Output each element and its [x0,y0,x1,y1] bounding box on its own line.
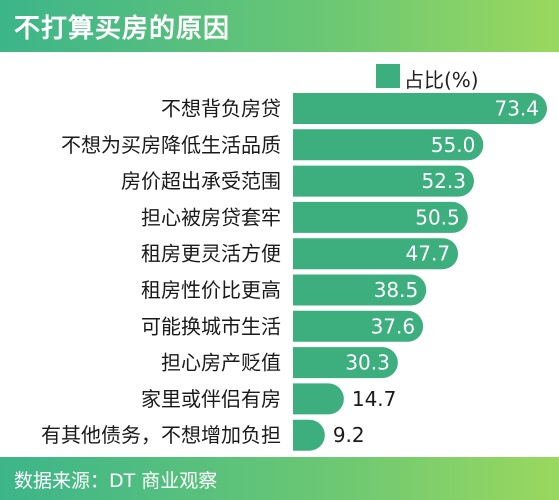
bar [293,93,547,124]
value-label: 30.3 [345,351,390,375]
category-label: 家里或伴侣有房 [141,387,281,411]
bar-chart: 不想背负房贷 73.4 不想为买房降低生活品质 55.0 房价超出承受范围 52.3 担心被… [41,93,547,451]
title-banner: 不打算买房的原因 [0,0,559,52]
category-label: 有其他债务，不想增加负担 [41,423,281,447]
category-label: 可能换城市生活 [141,314,281,338]
category-label: 租房更灵活方便 [141,242,281,266]
bar [293,347,398,379]
bar [293,238,459,270]
category-label: 担心房产贬值 [161,351,281,375]
value-label: 14.7 [352,387,397,411]
value-label: 37.6 [371,314,416,338]
value-label: 73.4 [494,97,539,121]
bar [293,310,424,342]
bar [293,129,484,161]
category-label: 不想为买房降低生活品质 [61,133,281,157]
legend-swatch [376,64,400,88]
bar [293,383,344,415]
value-label: 9.2 [333,423,365,447]
bar [293,201,468,233]
category-label: 房价超出承受范围 [121,169,281,193]
value-label: 55.0 [431,133,476,157]
bar [293,274,427,306]
legend-label: 占比(%) [404,68,479,92]
chart-title: 不打算买房的原因 [14,14,231,44]
value-label: 38.5 [374,278,419,302]
value-label: 50.5 [415,205,460,229]
source-banner: 数据来源：DT 商业观察 [0,457,559,500]
data-source: 数据来源：DT 商业观察 [14,470,218,492]
value-label: 47.7 [406,242,451,266]
category-label: 不想背负房贷 [161,97,281,121]
category-label: 租房性价比更高 [141,278,281,302]
bar [293,419,325,451]
bar [293,165,474,197]
category-label: 担心被房贷套牢 [141,205,281,229]
value-label: 52.3 [421,169,466,193]
